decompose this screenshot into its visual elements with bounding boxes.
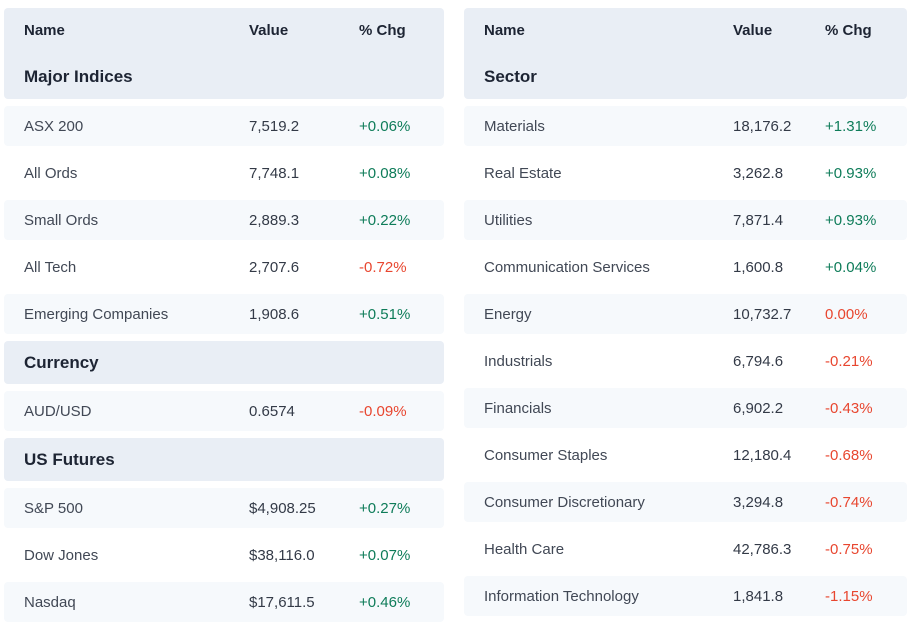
row-value: 3,294.8 <box>733 493 784 511</box>
table-row-energy[interactable]: Energy 10,732.7 0.00% <box>464 294 907 334</box>
sectors-table: Name Value % Chg Sector Materials 18,176… <box>464 8 907 629</box>
row-change: +0.27% <box>359 499 411 517</box>
row-change: -0.43% <box>825 399 873 417</box>
column-header-chg: % Chg <box>359 22 406 39</box>
row-change: +0.08% <box>359 164 411 182</box>
table-row-small-ords[interactable]: Small Ords 2,889.3 +0.22% <box>4 200 444 240</box>
section-header-currency: Currency <box>4 341 444 384</box>
table-row-consumer-discretionary[interactable]: Consumer Discretionary 3,294.8 -0.74% <box>464 482 907 522</box>
row-change: -0.75% <box>825 540 873 558</box>
table-row-nasdaq[interactable]: Nasdaq $17,611.5 +0.46% <box>4 582 444 622</box>
table-row-consumer-staples[interactable]: Consumer Staples 12,180.4 -0.68% <box>464 435 907 475</box>
row-value: $38,116.0 <box>249 546 315 564</box>
section-title-major-indices: Major Indices <box>24 67 133 86</box>
row-change: +0.04% <box>825 258 877 276</box>
row-change: -0.68% <box>825 446 873 464</box>
table-row-information-technology[interactable]: Information Technology 1,841.8 -1.15% <box>464 576 907 616</box>
table-row-asx200[interactable]: ASX 200 7,519.2 +0.06% <box>4 106 444 146</box>
row-value: 7,519.2 <box>249 117 300 135</box>
row-change: -0.72% <box>359 258 407 276</box>
row-name: Materials <box>484 117 545 135</box>
table-row-audusd[interactable]: AUD/USD 0.6574 -0.09% <box>4 391 444 431</box>
column-header-row: Name Value % Chg <box>464 22 907 39</box>
row-change: 0.00% <box>825 305 868 323</box>
row-change: -0.09% <box>359 402 407 420</box>
table-row-financials[interactable]: Financials 6,902.2 -0.43% <box>464 388 907 428</box>
row-change: +0.93% <box>825 164 877 182</box>
row-name: Utilities <box>484 211 533 229</box>
row-name: All Tech <box>24 258 77 276</box>
row-name: Information Technology <box>484 587 639 605</box>
row-value: $4,908.25 <box>249 499 316 517</box>
table-row-emerging-companies[interactable]: Emerging Companies 1,908.6 +0.51% <box>4 294 444 334</box>
column-header-chg: % Chg <box>825 22 872 39</box>
row-value: 6,902.2 <box>733 399 784 417</box>
row-change: -0.74% <box>825 493 873 511</box>
row-name: All Ords <box>24 164 78 182</box>
row-name: ASX 200 <box>24 117 84 135</box>
table-row-health-care[interactable]: Health Care 42,786.3 -0.75% <box>464 529 907 569</box>
row-value: 7,871.4 <box>733 211 784 229</box>
row-name: Communication Services <box>484 258 650 276</box>
column-header-name: Name <box>484 22 525 39</box>
row-change: -1.15% <box>825 587 873 605</box>
row-value: 1,600.8 <box>733 258 784 276</box>
row-value: 6,794.6 <box>733 352 784 370</box>
row-value: 7,748.1 <box>249 164 300 182</box>
row-name: Energy <box>484 305 532 323</box>
indices-table: Name Value % Chg Major Indices ASX 200 7… <box>4 8 444 629</box>
table-row-industrials[interactable]: Industrials 6,794.6 -0.21% <box>464 341 907 381</box>
table-row-utilities[interactable]: Utilities 7,871.4 +0.93% <box>464 200 907 240</box>
row-value: 2,707.6 <box>249 258 300 276</box>
row-name: Financials <box>484 399 552 417</box>
row-name: Real Estate <box>484 164 562 182</box>
row-value: 2,889.3 <box>249 211 300 229</box>
row-name: Industrials <box>484 352 553 370</box>
section-header-us-futures: US Futures <box>4 438 444 481</box>
column-header-value: Value <box>733 22 773 39</box>
row-value: 3,262.8 <box>733 164 784 182</box>
row-value: 42,786.3 <box>733 540 792 558</box>
row-value: 1,841.8 <box>733 587 784 605</box>
row-name: AUD/USD <box>24 402 92 420</box>
table-row-real-estate[interactable]: Real Estate 3,262.8 +0.93% <box>464 153 907 193</box>
row-name: Small Ords <box>24 211 99 229</box>
row-change: +0.06% <box>359 117 411 135</box>
table-row-sp500[interactable]: S&P 500 $4,908.25 +0.27% <box>4 488 444 528</box>
row-name: Health Care <box>484 540 565 558</box>
row-value: 1,908.6 <box>249 305 300 323</box>
row-change: +0.07% <box>359 546 411 564</box>
table-row-all-tech[interactable]: All Tech 2,707.6 -0.72% <box>4 247 444 287</box>
row-change: +0.22% <box>359 211 411 229</box>
sectors-table-header: Name Value % Chg Sector <box>464 8 907 99</box>
row-name: Consumer Discretionary <box>484 493 645 511</box>
row-value: $17,611.5 <box>249 593 315 611</box>
row-name: Emerging Companies <box>24 305 169 323</box>
row-change: -0.21% <box>825 352 873 370</box>
row-name: Dow Jones <box>24 546 99 564</box>
section-title-currency: Currency <box>24 352 99 372</box>
row-change: +0.51% <box>359 305 411 323</box>
row-change: +0.46% <box>359 593 411 611</box>
row-value: 18,176.2 <box>733 117 792 135</box>
table-row-dow-jones[interactable]: Dow Jones $38,116.0 +0.07% <box>4 535 444 575</box>
table-row-materials[interactable]: Materials 18,176.2 +1.31% <box>464 106 907 146</box>
row-name: S&P 500 <box>24 499 83 517</box>
row-name: Nasdaq <box>24 593 76 611</box>
section-title-sector: Sector <box>484 67 537 86</box>
row-value: 10,732.7 <box>733 305 792 323</box>
indices-table-header: Name Value % Chg Major Indices <box>4 8 444 99</box>
row-change: +0.93% <box>825 211 877 229</box>
row-name: Consumer Staples <box>484 446 608 464</box>
column-header-row: Name Value % Chg <box>4 22 444 39</box>
table-row-all-ords[interactable]: All Ords 7,748.1 +0.08% <box>4 153 444 193</box>
column-header-value: Value <box>249 22 289 39</box>
table-row-communication-services[interactable]: Communication Services 1,600.8 +0.04% <box>464 247 907 287</box>
row-change: +1.31% <box>825 117 877 135</box>
column-header-name: Name <box>24 22 65 39</box>
section-title-us-futures: US Futures <box>24 449 115 469</box>
row-value: 12,180.4 <box>733 446 792 464</box>
row-value: 0.6574 <box>249 402 295 420</box>
